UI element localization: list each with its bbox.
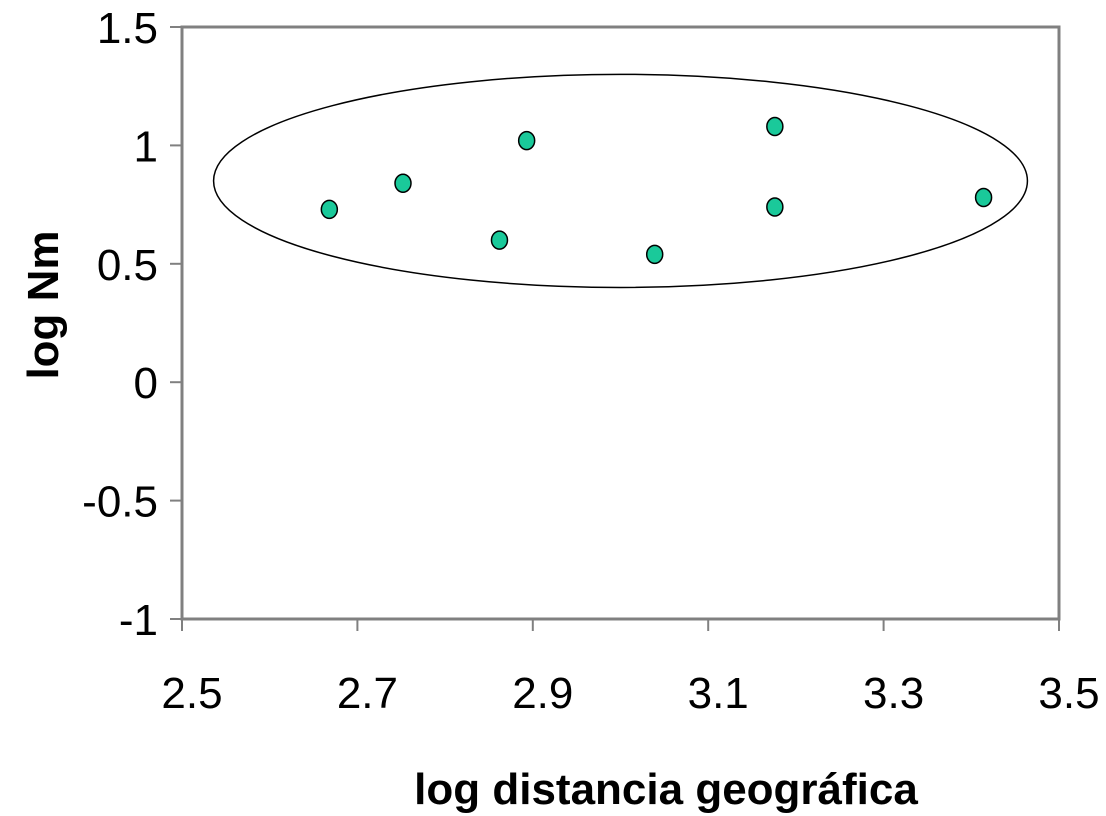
x-tick-label: 3.3 [863,669,924,718]
x-tick-label: 2.9 [512,669,573,718]
x-tick-label: 2.5 [161,669,222,718]
plot-area [180,25,1061,621]
x-tick-label: 3.5 [1038,669,1099,718]
y-axis-ticks: -1 -0.5 0 0.5 1 1.5 [82,4,182,645]
x-tick-label: 2.7 [337,669,398,718]
scatter-point [517,130,536,151]
y-tick-label: -0.5 [82,478,158,527]
x-axis-title: log distancia geográfica [414,765,918,814]
y-tick-label: 1 [134,122,158,171]
scatter-point [490,230,509,250]
y-axis-title: log Nm [19,230,68,379]
scatter-point [394,173,412,194]
scatter-point [320,199,339,220]
scatter-point [766,197,784,217]
annotation-layer [212,73,1029,289]
x-axis-ticks: 2.5 2.7 2.9 3.1 3.3 3.5 [161,619,1100,718]
y-tick-label: 1.5 [97,4,158,53]
scatter-point [766,116,784,137]
scatter-point [645,244,664,265]
y-tick-label: -1 [119,596,158,645]
data-points [320,116,993,265]
y-tick-label: 0.5 [97,241,158,290]
x-tick-label: 3.1 [688,669,749,718]
y-tick-label: 0 [134,359,158,408]
highlight-ellipse [212,73,1029,289]
scatter-point [974,187,993,208]
